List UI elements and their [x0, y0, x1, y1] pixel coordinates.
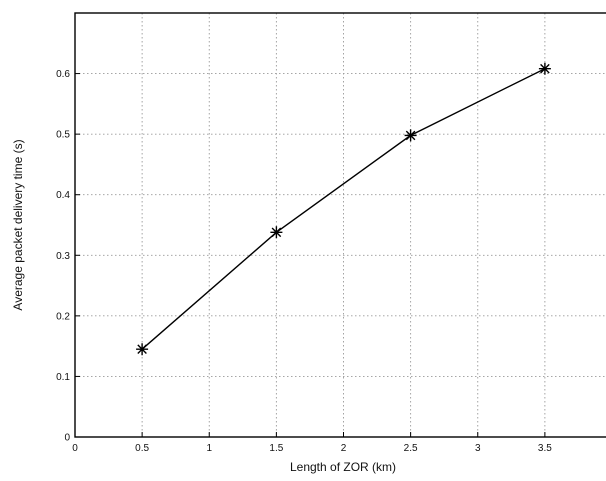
y-tick-label: 0.6 — [56, 69, 70, 80]
grid-lines — [75, 13, 606, 437]
axis-ticks: 0 0.5 1 1.5 2 2.5 3 3.5 0 0.1 0.2 0.3 0.4 0.5 0.6 — [56, 69, 552, 454]
x-tick-label: 3.5 — [538, 443, 552, 454]
x-tick-label: 0 — [72, 443, 78, 454]
x-tick-label: 2.5 — [404, 443, 418, 454]
y-tick-label: 0.4 — [56, 190, 70, 201]
y-tick-label: 0.2 — [56, 311, 70, 322]
y-tick-label: 0.3 — [56, 251, 70, 262]
data-point-marker — [538, 62, 551, 75]
y-axis-label: Average packet delivery time (s) — [11, 139, 25, 310]
x-axis-label: Length of ZOR (km) — [290, 460, 396, 474]
y-tick-label: 0 — [64, 433, 70, 444]
data-point-marker — [136, 343, 149, 356]
x-tick-label: 0.5 — [135, 443, 149, 454]
series-layer — [136, 62, 551, 356]
y-tick-label: 0.1 — [56, 372, 70, 383]
x-tick-label: 1 — [206, 443, 212, 454]
y-tick-label: 0.5 — [56, 130, 70, 141]
x-tick-label: 1.5 — [269, 443, 283, 454]
x-tick-label: 3 — [475, 443, 481, 454]
data-point-marker — [404, 129, 417, 142]
series-line — [141, 68, 546, 350]
plot-frame — [74, 12, 606, 438]
x-tick-label: 2 — [341, 443, 347, 454]
data-point-marker — [270, 226, 283, 239]
